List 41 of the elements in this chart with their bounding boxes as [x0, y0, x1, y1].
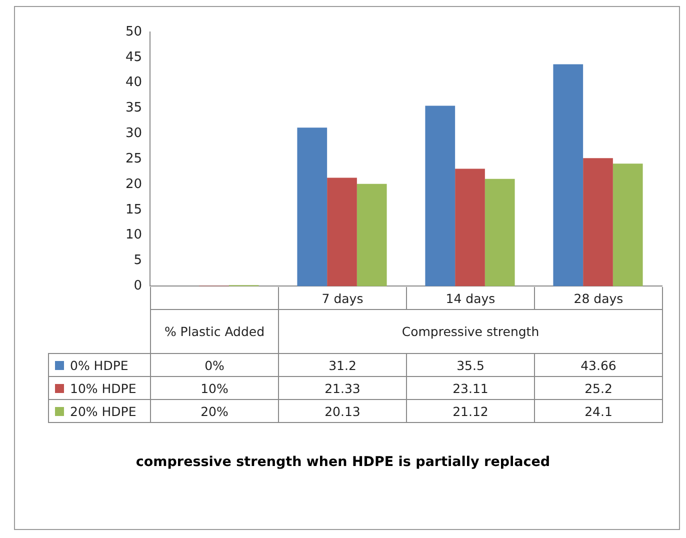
text: compressive strength when HDPE is partially replaced: [134, 454, 552, 470]
data-label: 20%: [150, 399, 279, 424]
bar: [583, 158, 613, 286]
data-label: 24.1: [534, 399, 663, 424]
x-tick-label: 7 days: [278, 287, 407, 310]
text: % Plastic Added: [150, 309, 279, 354]
y-tick-label: 15: [125, 202, 142, 218]
y-tick-label: 45: [125, 50, 142, 65]
bar: [356, 184, 387, 286]
x-tick-label: 28 days: [534, 287, 663, 310]
y-tick-label: 30: [125, 126, 142, 142]
bar: [553, 64, 584, 286]
bar: [327, 178, 357, 286]
data-label: 0%: [150, 353, 279, 378]
legend-label: 20% HDPE: [70, 404, 136, 419]
y-tick-label: 40: [125, 75, 142, 90]
bar: [425, 106, 456, 286]
legend-label: 0% HDPE: [70, 358, 128, 373]
data-label: 21.33: [278, 376, 407, 400]
data-label: 25.2: [534, 376, 663, 400]
bar: [297, 128, 328, 286]
y-tick-label: 50: [125, 24, 142, 40]
data-label: 31.2: [278, 353, 407, 378]
y-tick-label: 0: [134, 278, 142, 294]
bar: [455, 168, 485, 286]
data-label: 23.11: [406, 376, 535, 400]
bar: [612, 164, 643, 286]
data-label: 20.13: [278, 399, 407, 424]
bar: [484, 178, 515, 286]
legend-label: 10% HDPE: [70, 380, 136, 396]
data-label: 35.5: [406, 353, 535, 378]
data-label: 43.66: [534, 353, 663, 378]
y-tick-label: 35: [125, 100, 142, 116]
y-tick-label: 20: [125, 176, 142, 192]
data-label: 21.12: [406, 399, 535, 424]
x-tick-label: 14 days: [406, 287, 535, 310]
y-tick-label: 25: [125, 151, 142, 166]
text: Compressive strength: [278, 309, 663, 354]
data-label: 10%: [150, 376, 279, 400]
y-tick-label: 5: [134, 253, 142, 268]
y-tick-label: 10: [125, 228, 142, 243]
